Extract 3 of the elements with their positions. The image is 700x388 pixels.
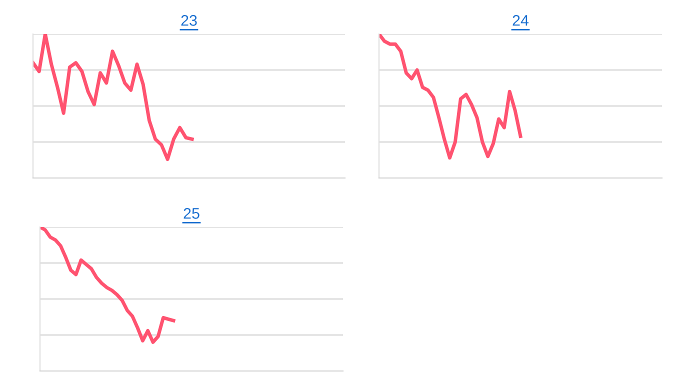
chart-title: 24 <box>512 15 529 26</box>
chart-title: 25 <box>184 208 200 219</box>
chart-title: 23 <box>181 15 197 26</box>
